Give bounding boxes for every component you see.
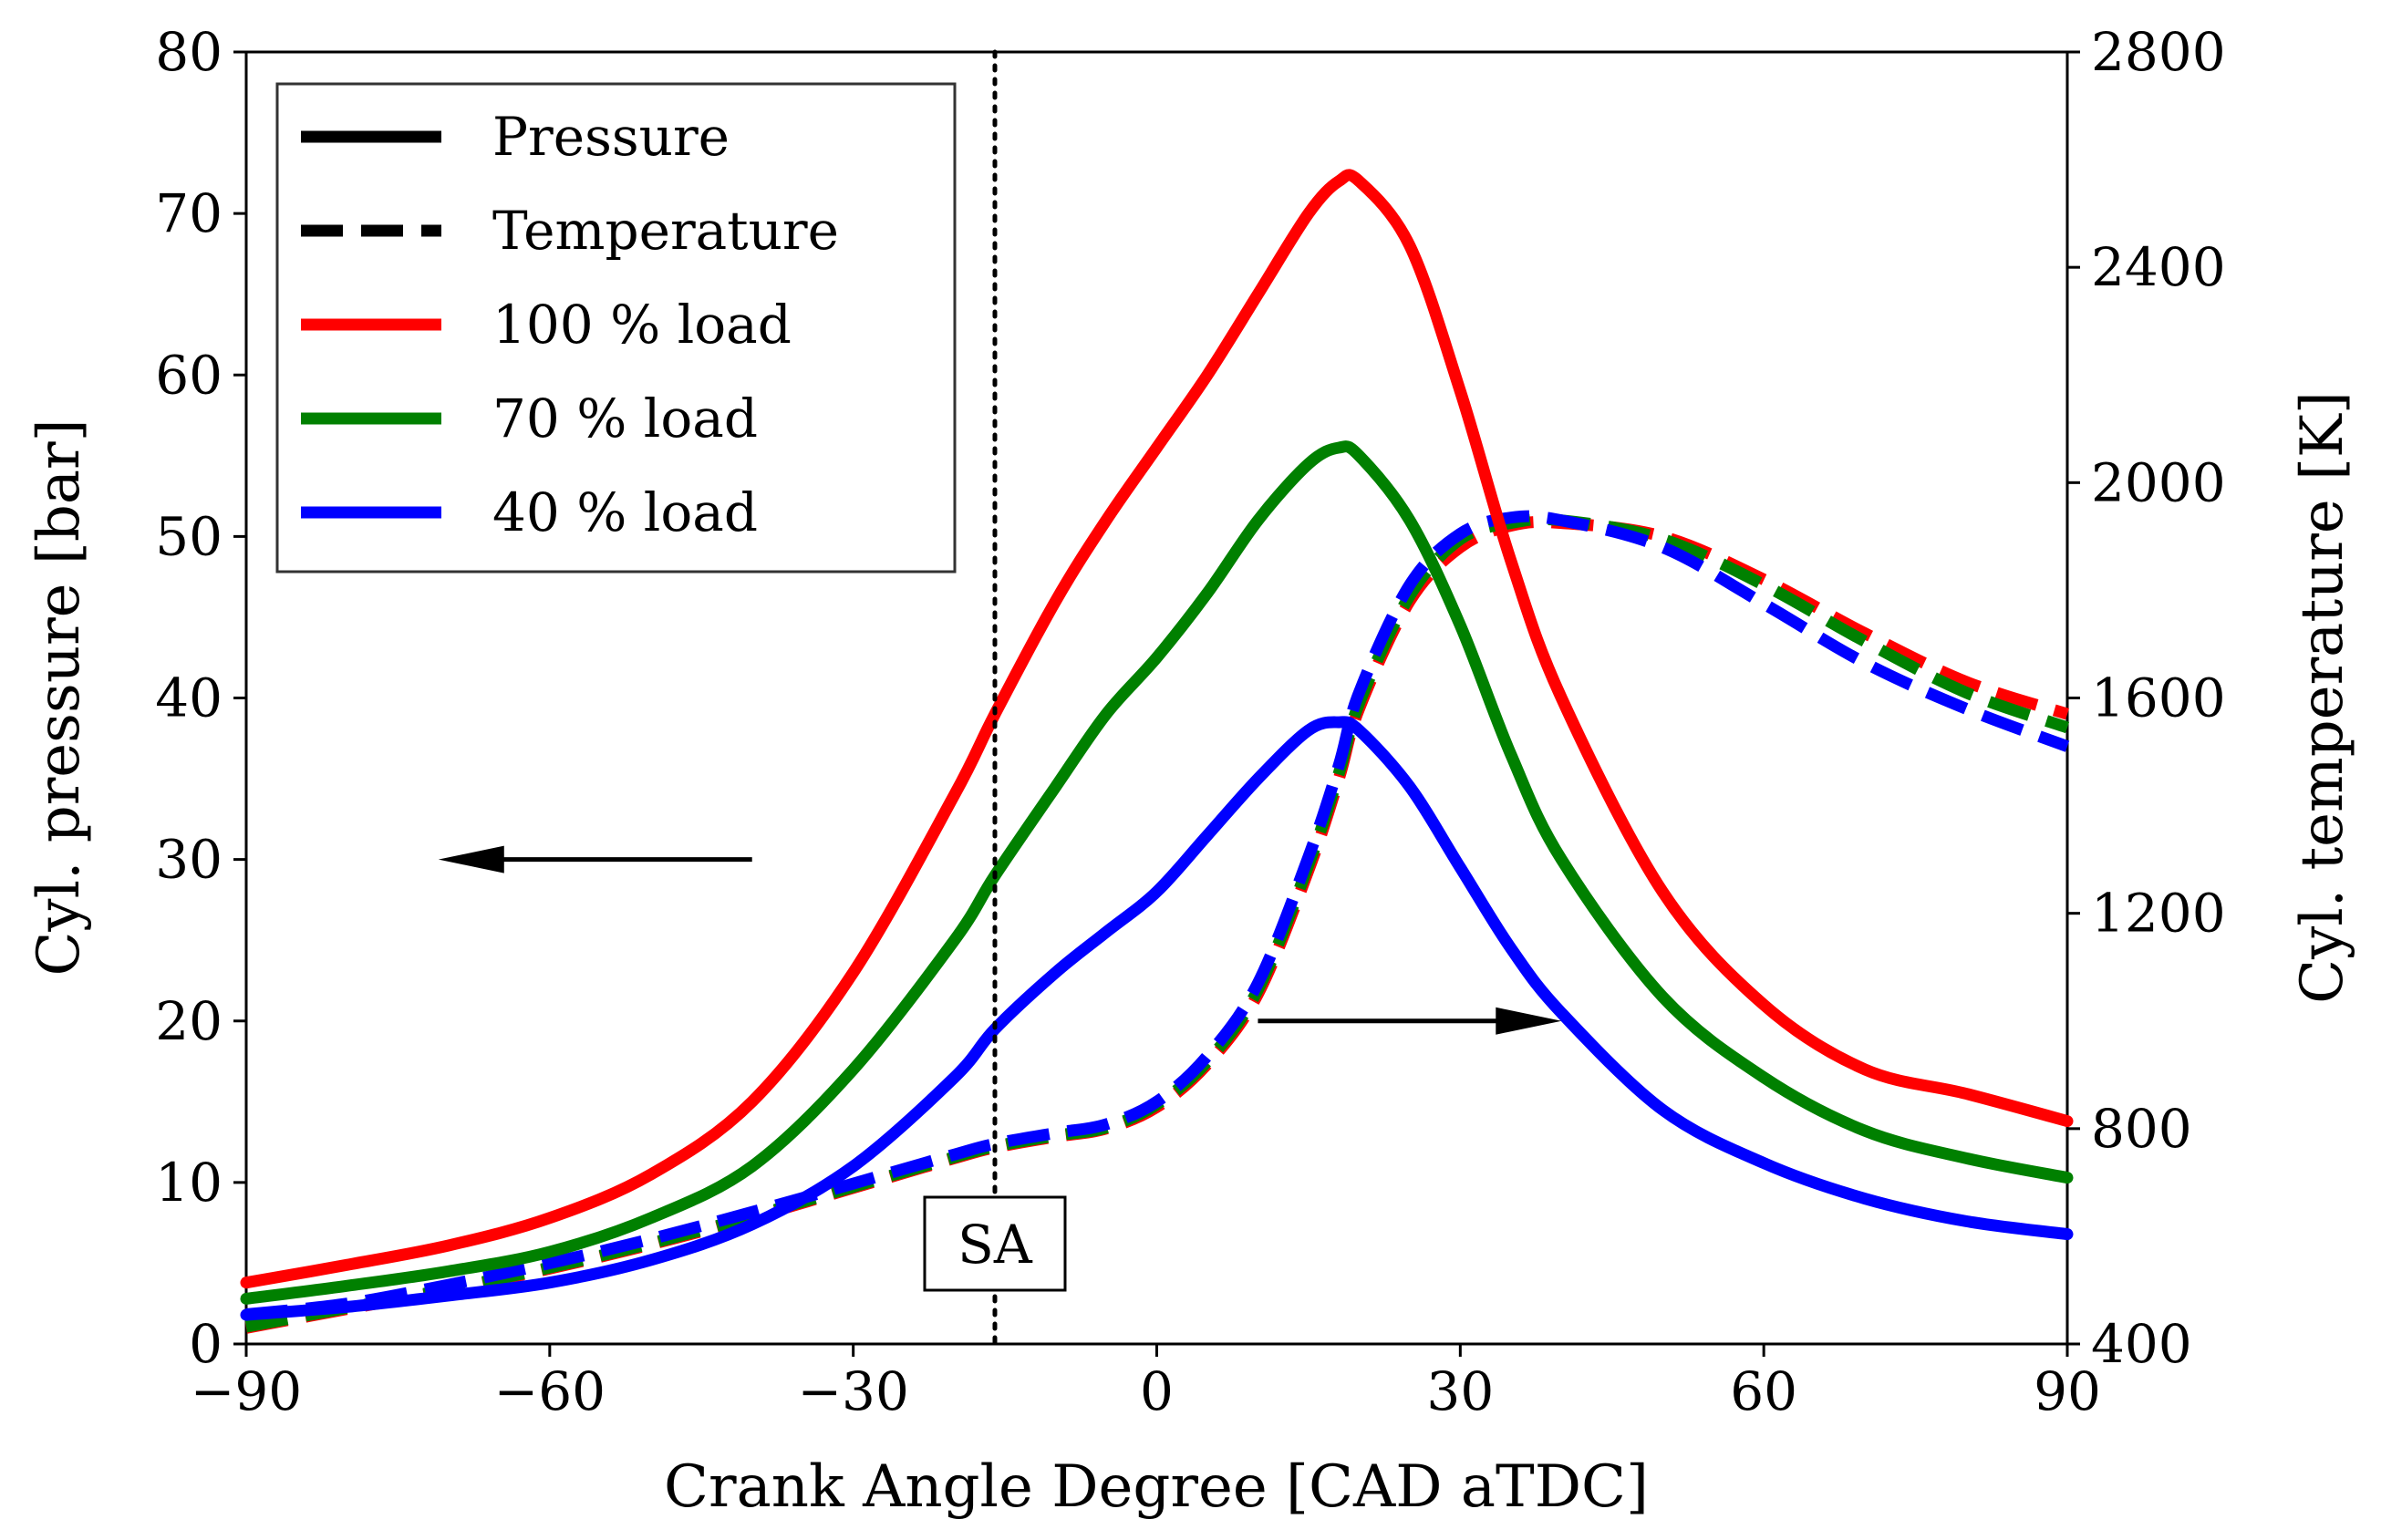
annotation-layer: SA bbox=[438, 49, 1562, 1347]
legend-label-100-load: 100 % load bbox=[492, 294, 792, 356]
legend-label-40-load: 40 % load bbox=[492, 481, 758, 543]
left-axis-arrow-head bbox=[438, 845, 504, 873]
legend-label-pressure: Pressure bbox=[492, 106, 730, 168]
y-right-tick-label: 400 bbox=[2091, 1313, 2192, 1375]
series-line-pressure-40-load bbox=[240, 716, 2074, 1321]
spark-advance-label: SA bbox=[958, 1214, 1033, 1276]
legend-label-70-load: 70 % load bbox=[492, 388, 758, 450]
y-axis-left-label: Cyl. pressure [bar] bbox=[26, 419, 93, 976]
y-right-tick-label: 2800 bbox=[2091, 21, 2226, 83]
series-line-temperature-70-load bbox=[244, 512, 2070, 1333]
x-tick-label: 0 bbox=[1140, 1360, 1174, 1422]
series-line-temperature-40-load bbox=[245, 510, 2070, 1320]
series-line-pressure-70-load bbox=[240, 440, 2074, 1305]
y-left-tick-label: 70 bbox=[155, 182, 223, 244]
y-left-tick-label: 40 bbox=[155, 667, 223, 729]
y-right-tick-label: 1200 bbox=[2091, 883, 2226, 945]
axes-layer: −90 −60 −30 0 30 60 90 0 10 20 30 40 50 60 70 80 400 800 1… bbox=[155, 21, 2225, 1422]
x-tick-label: 30 bbox=[1426, 1360, 1494, 1422]
x-tick-label: −30 bbox=[797, 1360, 908, 1422]
y-left-tick-label: 50 bbox=[155, 505, 223, 567]
y-left-tick-label: 80 bbox=[155, 21, 223, 83]
series-layer bbox=[240, 169, 2074, 1334]
spark-advance-box bbox=[923, 1195, 1067, 1292]
y-left-tick-label: 10 bbox=[155, 1152, 223, 1214]
y-left-tick-label: 30 bbox=[155, 829, 223, 891]
y-right-tick-label: 800 bbox=[2091, 1098, 2192, 1160]
x-tick-label: −90 bbox=[191, 1360, 302, 1422]
y-left-tick-label: 20 bbox=[155, 990, 223, 1052]
x-axis-label: Crank Angle Degree [CAD aTDC] bbox=[664, 1453, 1649, 1521]
right-axis-arrow-head bbox=[1496, 1007, 1562, 1035]
y-left-tick-label: 0 bbox=[189, 1313, 223, 1375]
y-left-tick-label: 60 bbox=[155, 344, 223, 406]
y-right-tick-label: 1600 bbox=[2091, 667, 2226, 729]
x-tick-label: 60 bbox=[1730, 1360, 1797, 1422]
legend: Pressure Temperature 100 % load 70 % load 40… bbox=[275, 82, 957, 574]
legend-label-temperature: Temperature bbox=[492, 200, 839, 262]
x-tick-label: −60 bbox=[494, 1360, 606, 1422]
y-axis-right-label: Cyl. temperature [K] bbox=[2289, 391, 2356, 1004]
x-tick-label: 90 bbox=[2034, 1360, 2101, 1422]
series-line-temperature-100-load bbox=[244, 515, 2069, 1334]
series-line-pressure-100-load bbox=[240, 169, 2074, 1289]
y-right-tick-label: 2000 bbox=[2091, 451, 2226, 513]
y-right-tick-label: 2400 bbox=[2091, 236, 2226, 298]
